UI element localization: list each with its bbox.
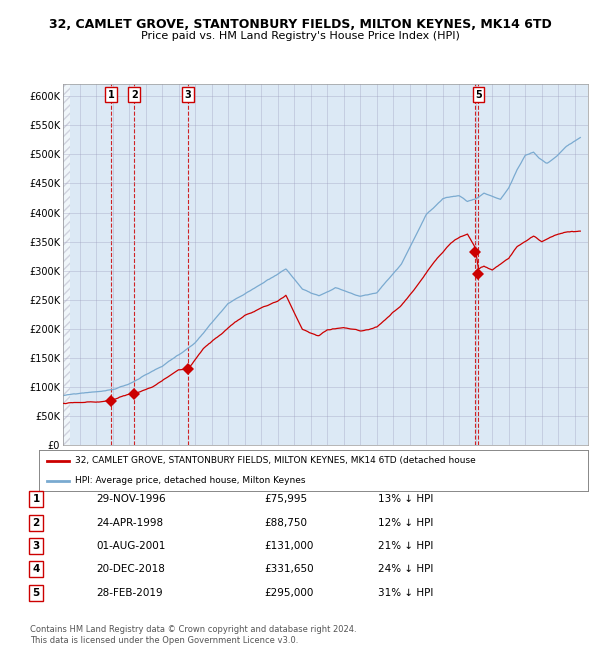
Text: 2: 2 xyxy=(131,90,137,100)
Text: 31% ↓ HPI: 31% ↓ HPI xyxy=(378,588,433,598)
Text: £88,750: £88,750 xyxy=(264,517,307,528)
Text: £295,000: £295,000 xyxy=(264,588,313,598)
Text: 1: 1 xyxy=(32,494,40,504)
Text: 32, CAMLET GROVE, STANTONBURY FIELDS, MILTON KEYNES, MK14 6TD (detached house: 32, CAMLET GROVE, STANTONBURY FIELDS, MI… xyxy=(74,456,475,465)
Text: 24% ↓ HPI: 24% ↓ HPI xyxy=(378,564,433,575)
Text: HPI: Average price, detached house, Milton Keynes: HPI: Average price, detached house, Milt… xyxy=(74,476,305,485)
Text: 3: 3 xyxy=(32,541,40,551)
Text: Price paid vs. HM Land Registry's House Price Index (HPI): Price paid vs. HM Land Registry's House … xyxy=(140,31,460,41)
Text: 4: 4 xyxy=(32,564,40,575)
Text: 2: 2 xyxy=(32,517,40,528)
Text: 21% ↓ HPI: 21% ↓ HPI xyxy=(378,541,433,551)
Text: 12% ↓ HPI: 12% ↓ HPI xyxy=(378,517,433,528)
Text: 29-NOV-1996: 29-NOV-1996 xyxy=(96,494,166,504)
Text: £331,650: £331,650 xyxy=(264,564,314,575)
Text: 1: 1 xyxy=(107,90,115,100)
Text: 24-APR-1998: 24-APR-1998 xyxy=(96,517,163,528)
Text: Contains HM Land Registry data © Crown copyright and database right 2024.
This d: Contains HM Land Registry data © Crown c… xyxy=(30,625,356,645)
Text: 13% ↓ HPI: 13% ↓ HPI xyxy=(378,494,433,504)
Text: 5: 5 xyxy=(475,90,482,100)
Text: 3: 3 xyxy=(185,90,191,100)
Text: 5: 5 xyxy=(32,588,40,598)
Text: 28-FEB-2019: 28-FEB-2019 xyxy=(96,588,163,598)
Text: 32, CAMLET GROVE, STANTONBURY FIELDS, MILTON KEYNES, MK14 6TD: 32, CAMLET GROVE, STANTONBURY FIELDS, MI… xyxy=(49,18,551,31)
Text: 01-AUG-2001: 01-AUG-2001 xyxy=(96,541,166,551)
Text: 20-DEC-2018: 20-DEC-2018 xyxy=(96,564,165,575)
Text: £75,995: £75,995 xyxy=(264,494,307,504)
Text: £131,000: £131,000 xyxy=(264,541,313,551)
